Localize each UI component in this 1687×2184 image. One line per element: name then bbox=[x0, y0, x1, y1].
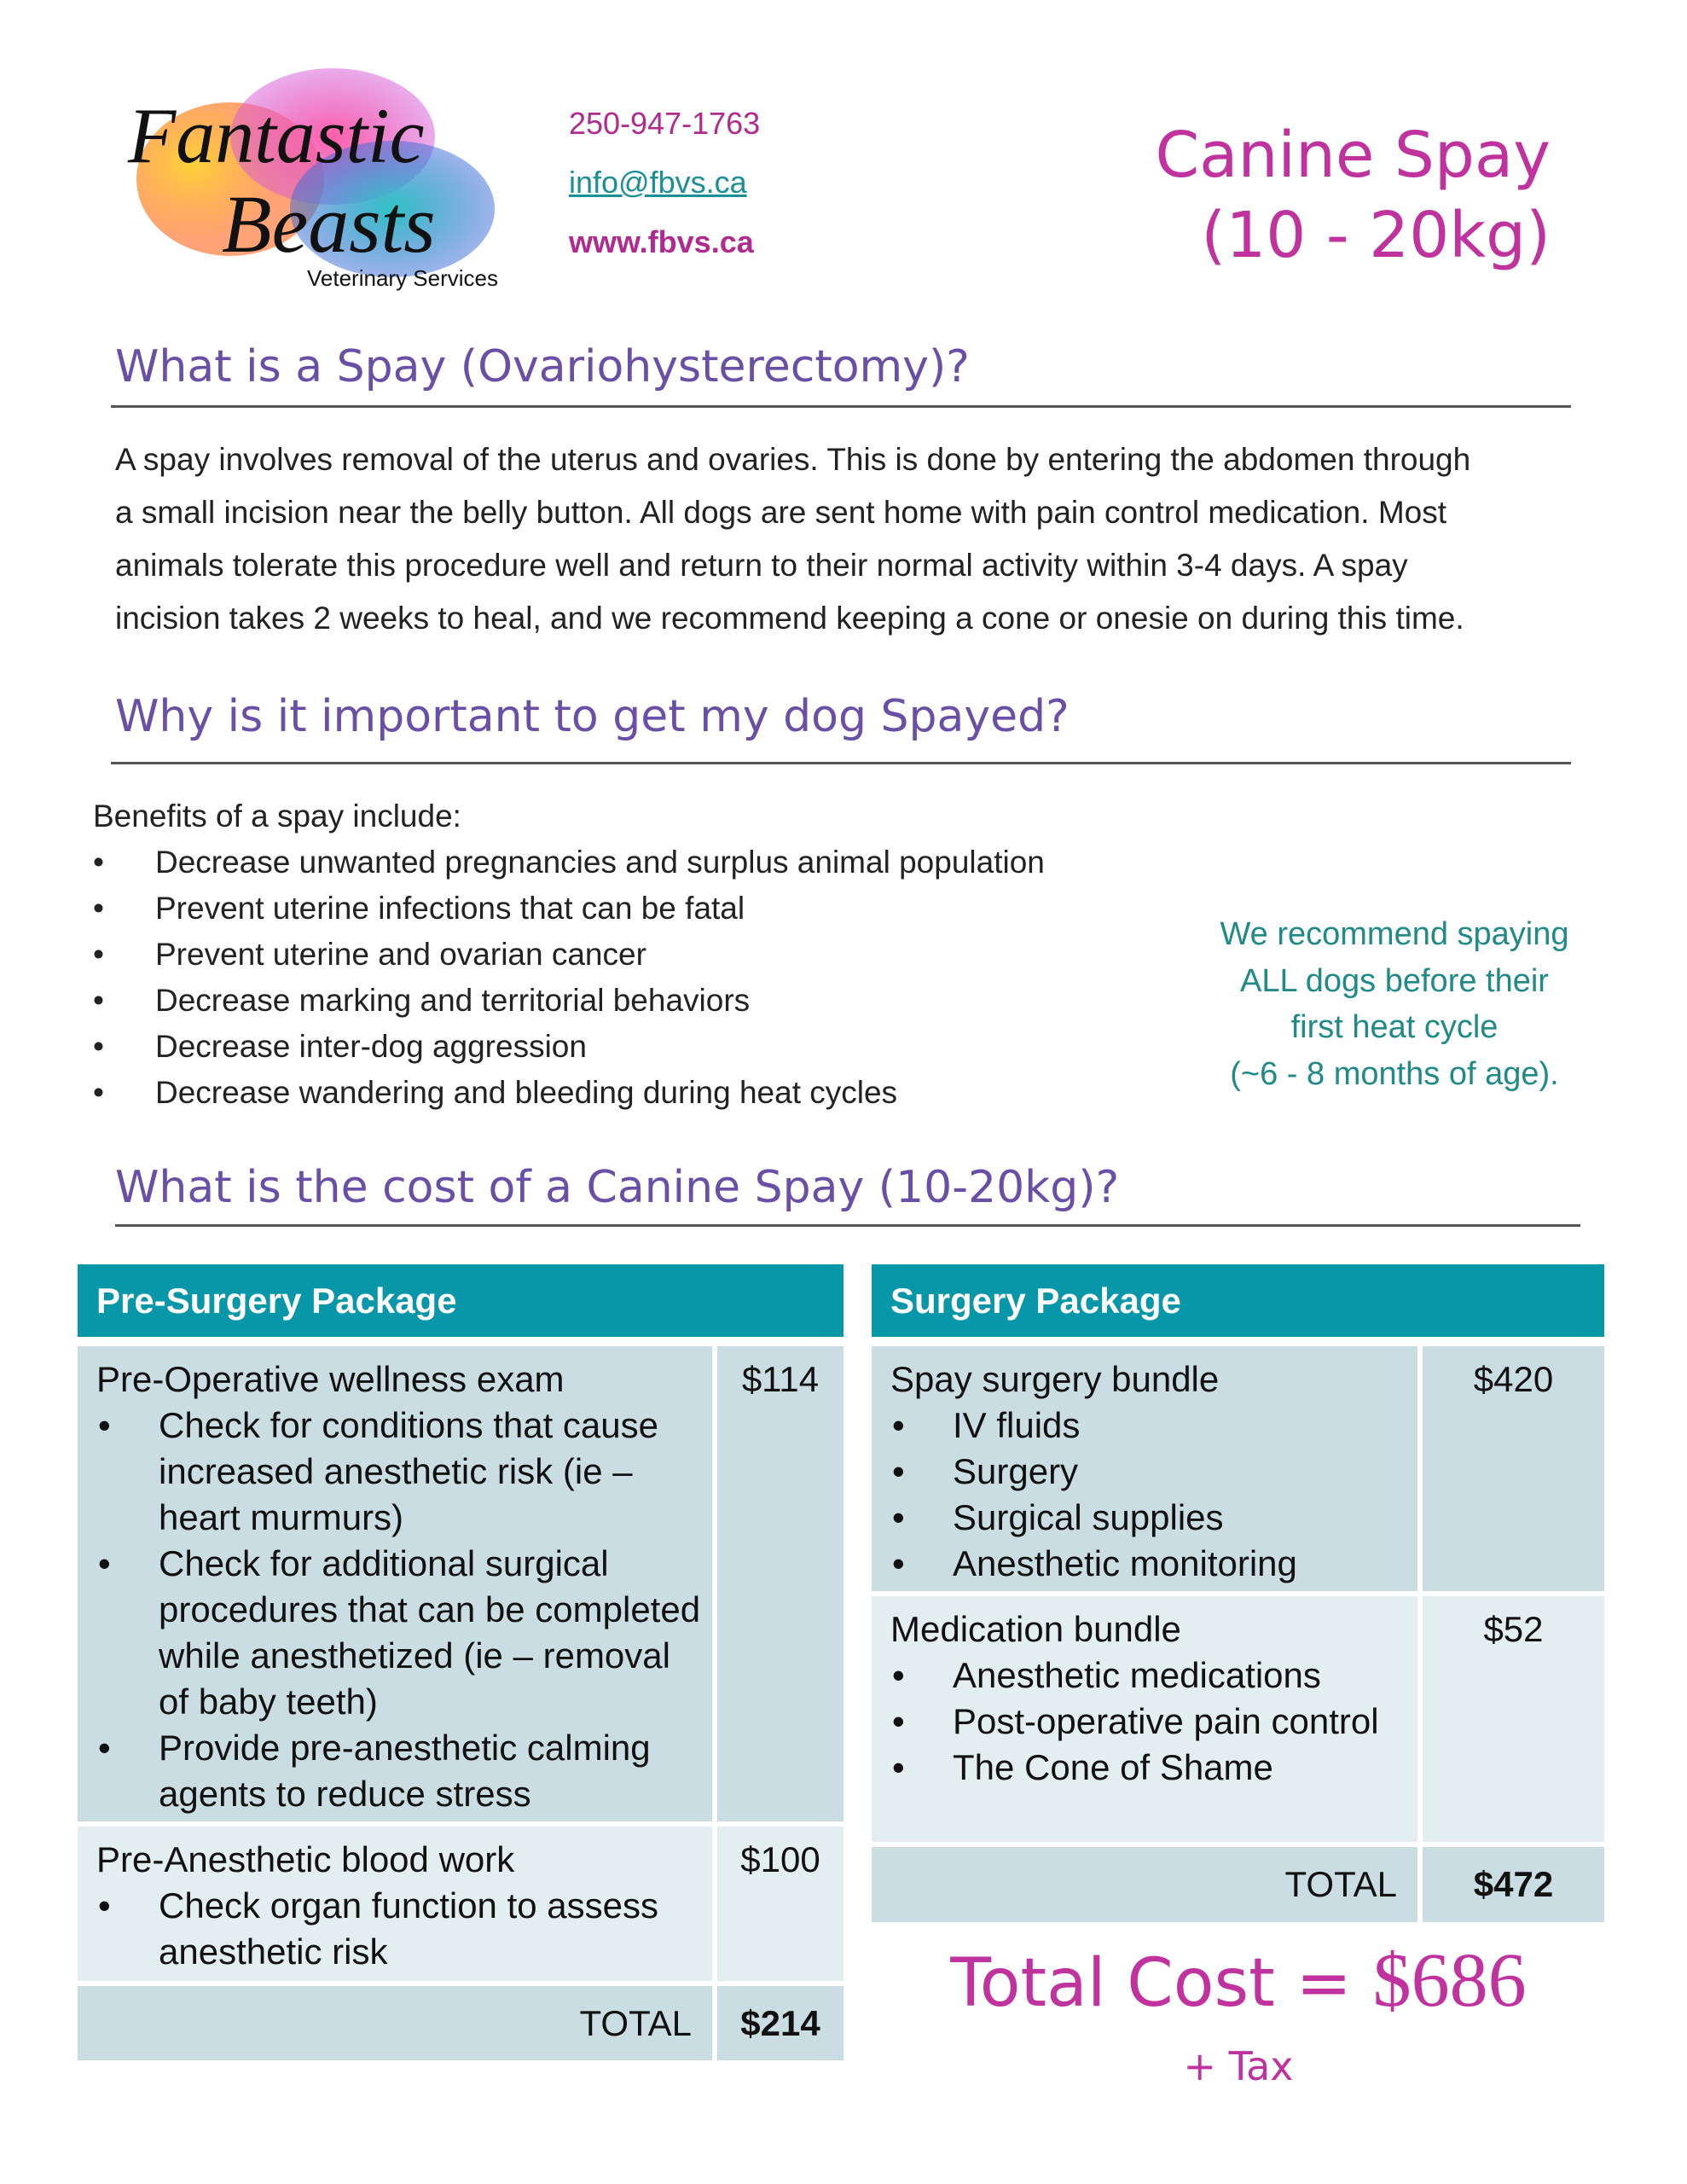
benefits-intro: Benefits of a spay include: bbox=[93, 799, 461, 834]
total-price: $214 bbox=[717, 1986, 844, 2060]
svg-text:Fantastic: Fantastic bbox=[127, 92, 425, 179]
price: $114 bbox=[717, 1346, 844, 1821]
recommendation-note: We recommend spaying ALL dogs before the… bbox=[1220, 916, 1569, 1092]
list-item: • Prevent uterine and ovarian cancer bbox=[93, 937, 646, 972]
paragraph-line: animals tolerate this procedure well and… bbox=[115, 548, 1408, 583]
table-row: Pre-Anesthetic blood work Check organ fu… bbox=[78, 1827, 712, 1981]
total-label: TOTAL bbox=[78, 1986, 712, 2060]
svg-text:Veterinary Services: Veterinary Services bbox=[307, 265, 498, 291]
website-link[interactable]: www.fbvs.ca bbox=[569, 224, 754, 259]
price: $52 bbox=[1423, 1596, 1604, 1842]
section-heading-cost: What is the cost of a Canine Spay (10-20… bbox=[115, 1162, 1120, 1213]
list-item: • Decrease unwanted pregnancies and surpl… bbox=[93, 845, 1045, 880]
list-item: • Prevent uterine infections that can be … bbox=[93, 891, 745, 926]
title-line-1: Canine Spay bbox=[1155, 119, 1551, 192]
table-row: Pre-Operative wellness exam Check for co… bbox=[78, 1346, 712, 1821]
grand-total-amount: $686 bbox=[1372, 1938, 1527, 2023]
list-item: Check for additional surgical procedures… bbox=[78, 1541, 712, 1725]
list-item: Surgical supplies bbox=[872, 1495, 1417, 1541]
total-label: TOTAL bbox=[872, 1847, 1417, 1922]
price: $100 bbox=[717, 1827, 844, 1981]
benefits-list: Benefits of a spay include: • Decrease un… bbox=[93, 793, 1045, 1116]
surgery-package-table: Surgery Package Spay surgery bundle IV f… bbox=[872, 1264, 1604, 1922]
price: $420 bbox=[1423, 1346, 1604, 1591]
svg-text:Beasts: Beasts bbox=[222, 178, 436, 270]
list-item: IV fluids bbox=[872, 1403, 1417, 1449]
list-item: Surgery bbox=[872, 1449, 1417, 1495]
list-item: • Decrease marking and territorial behavi… bbox=[93, 983, 751, 1018]
divider bbox=[111, 405, 1571, 408]
pre-surgery-package-table: Pre-Surgery Package Pre-Operative wellne… bbox=[78, 1264, 844, 2060]
paragraph-line: incision takes 2 weeks to heal, and we r… bbox=[115, 601, 1464, 636]
table-header: Surgery Package bbox=[872, 1264, 1604, 1337]
list-item: Anesthetic monitoring bbox=[872, 1541, 1417, 1587]
tax-note: + Tax bbox=[1183, 2043, 1294, 2089]
list-item: Check organ function to assess anestheti… bbox=[78, 1883, 712, 1975]
phone-number: 250-947-1763 bbox=[569, 106, 761, 141]
list-item: • Decrease wandering and bleeding during … bbox=[93, 1075, 898, 1110]
table-row: Spay surgery bundle IV fluids Surgery Su… bbox=[872, 1346, 1417, 1591]
email-link[interactable]: info@fbvs.ca bbox=[569, 165, 747, 200]
divider bbox=[111, 762, 1571, 764]
grand-total: Total Cost = $686 bbox=[950, 1938, 1527, 2023]
title-line-2: (10 - 20kg) bbox=[1201, 199, 1551, 272]
page-title: Canine Spay (10 - 20kg) bbox=[1155, 115, 1551, 276]
section-heading-why-spay: Why is it important to get my dog Spayed… bbox=[115, 691, 1070, 742]
paragraph-line: a small incision near the belly button. … bbox=[115, 495, 1446, 530]
list-item: Post-operative pain control bbox=[872, 1699, 1417, 1745]
section-heading-what-is-spay: What is a Spay (Ovariohysterectomy)? bbox=[115, 341, 970, 392]
list-item: Provide pre-anesthetic calming agents to… bbox=[78, 1725, 712, 1817]
table-row: Medication bundle Anesthetic medications… bbox=[872, 1596, 1417, 1842]
paragraph-line: A spay involves removal of the uterus an… bbox=[115, 442, 1471, 477]
list-item: Anesthetic medications bbox=[872, 1653, 1417, 1699]
list-item: • Decrease inter-dog aggression bbox=[93, 1029, 587, 1064]
total-price: $472 bbox=[1423, 1847, 1604, 1922]
spay-description: A spay involves removal of the uterus an… bbox=[115, 433, 1470, 645]
divider bbox=[115, 1224, 1580, 1227]
list-item: Check for conditions that cause increase… bbox=[78, 1403, 712, 1541]
logo: Fantastic Beasts Veterinary Services bbox=[119, 60, 520, 303]
list-item: The Cone of Shame bbox=[872, 1745, 1417, 1791]
table-header: Pre-Surgery Package bbox=[78, 1264, 844, 1337]
